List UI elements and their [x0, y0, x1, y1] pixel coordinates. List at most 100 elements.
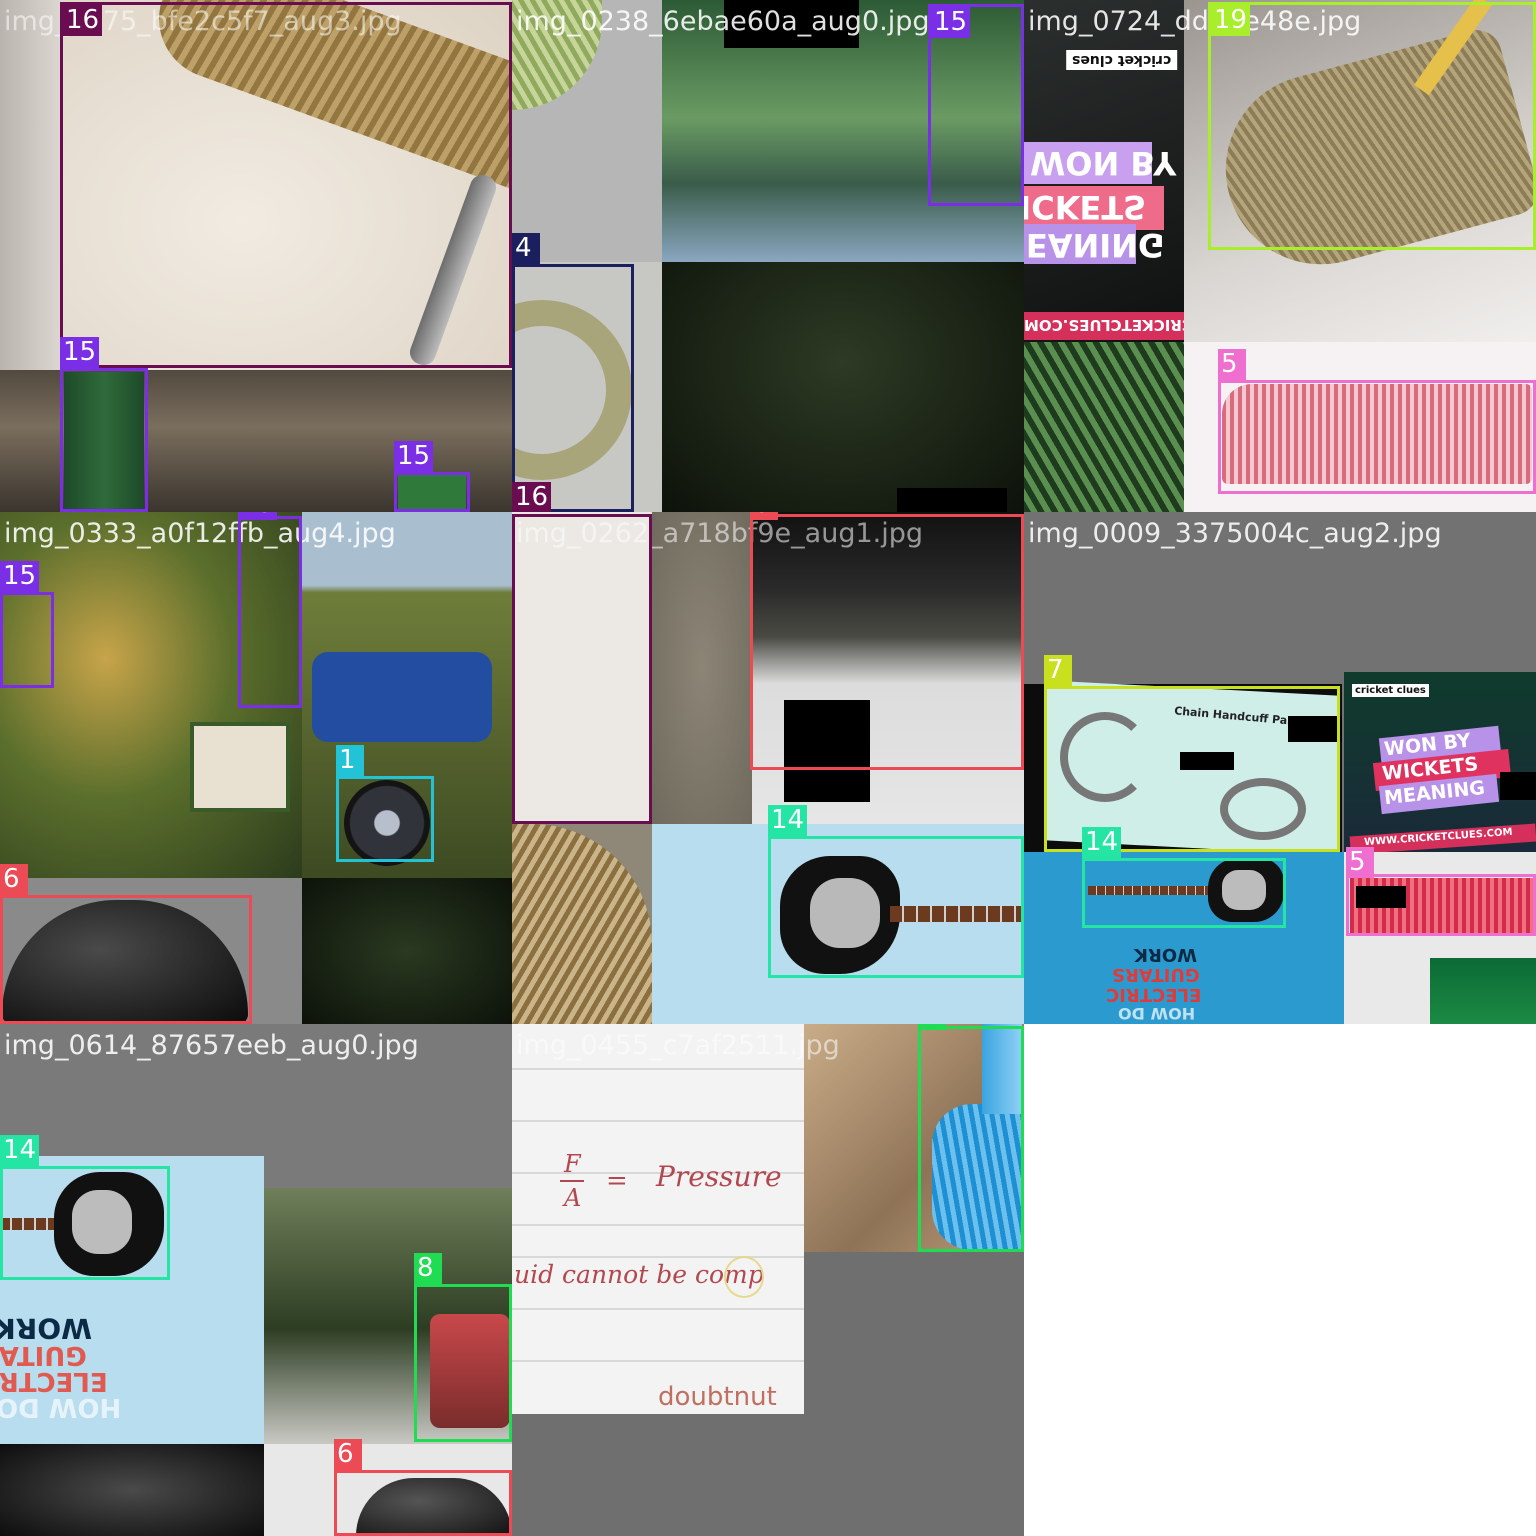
guitar-pickguard [810, 878, 880, 948]
mosaic-tile-1: img_0075_bfe2c5f7_aug3.jpg 16 15 15 [0, 0, 512, 512]
bbox-b10-label: 15 [0, 561, 40, 592]
tile-2-dark-bar [724, 0, 859, 48]
tile-5-paper [512, 512, 652, 824]
bbox-b9: 5 [1218, 349, 1536, 494]
bbox-b1: 16 [60, 2, 512, 368]
bbox-b21-label: 8 [918, 1024, 946, 1030]
tile-4-house [0, 512, 302, 878]
tile-8-highlight-circle [724, 1256, 764, 1298]
bbox-b11: 1 [336, 745, 434, 862]
bbox-b12-label: 6 [0, 864, 28, 895]
bbox-b7-label: 16 [512, 482, 552, 512]
tile-4-filename: img_0333_a0f12ffb_aug4.jpg [4, 518, 396, 549]
tile-3-logo: cricket clues [1066, 50, 1178, 70]
tile-6-cricket-logo: cricket clues [1352, 684, 1429, 697]
bbox-b15-label: 7 [1044, 655, 1072, 686]
tile-8-watermark: doubtnut [658, 1382, 777, 1412]
tile-4-tractor [312, 652, 492, 742]
mosaic-tile-4: img_0333_a0f12ffb_aug4.jpg 15 15 1 6 [0, 512, 512, 1024]
bbox-b8-label: 19 [1211, 5, 1251, 36]
tile-8-filename: img_0455_c7af2511.jpg [516, 1030, 840, 1061]
tile-8-formula-eq: = [606, 1166, 628, 1196]
bbox-b16: 14 [1082, 827, 1286, 928]
tile-4-dark-plant [302, 878, 512, 1024]
bbox-b4: 15 [928, 4, 1024, 206]
tile-3-wickets: WICKETS [1024, 188, 1147, 226]
tile-6-guitar-bg [1024, 852, 1344, 1024]
ruled-line [512, 1068, 804, 1070]
mosaic-empty-cell [1024, 1024, 1536, 1536]
tile-7-vehicle [430, 1314, 510, 1428]
tile-6-filename: img_0009_3375004c_aug2.jpg [1028, 518, 1442, 549]
bbox-b5: 15 [238, 512, 302, 708]
tile-1-bin [64, 372, 144, 510]
tile-3-url-bar [1024, 312, 1184, 340]
tile-5-wall [652, 512, 752, 824]
tile-6-green-board [1430, 958, 1536, 1024]
tile-8-brush-head [982, 1024, 1022, 1114]
bbox-b13-label: 6 [750, 512, 778, 520]
tile-6-cuff-2 [1220, 778, 1306, 840]
bbox-b12: 6 [0, 864, 252, 1024]
ruled-line [512, 1224, 804, 1226]
mosaic-tile-2: img_0238_6ebae60a_aug0.jpg 15 4 16 [512, 0, 1024, 512]
tile-1-bin-small [398, 475, 466, 511]
guitar-neck [0, 1218, 70, 1230]
bbox-b15: 7 [1044, 655, 1340, 852]
tile-7-filename: img_0614_87657eeb_aug0.jpg [4, 1030, 419, 1061]
tile-8-formula-f: F [564, 1150, 581, 1178]
tile-3-banner-3 [1024, 224, 1136, 264]
ruled-line [512, 1360, 804, 1362]
tile-5-black-box [784, 700, 870, 802]
bbox-b10: 15 [0, 561, 54, 688]
bbox-b14-label: 14 [768, 805, 808, 836]
bbox-b18: 14 [0, 1135, 170, 1280]
tile-3-won-by: WON BY [1030, 144, 1177, 182]
tile-3-banner-2 [1024, 186, 1164, 230]
tile-2-black-bar [897, 488, 1007, 512]
tile-8-note-line: uid cannot be comp [514, 1260, 764, 1289]
bbox-b19-label: 8 [414, 1253, 442, 1284]
tile-3-grass [1024, 342, 1184, 512]
guitar-pickguard [1222, 870, 1266, 910]
tile-7-guitar [0, 1172, 164, 1276]
bbox-b3: 15 [394, 441, 470, 512]
bbox-b17: 5 [1346, 847, 1536, 936]
tile-6-electric: ELECTRIC [1106, 984, 1202, 1005]
tile-7-how-do: HOW DO [0, 1392, 122, 1422]
tile-6-how-do: HOW DO [1118, 1004, 1196, 1023]
tile-8-formula-rhs: Pressure [656, 1160, 782, 1193]
mosaic-tile-5: img_0262_a718bf9e_aug1.jpg 6 14 [512, 512, 1024, 1024]
tile-1-left-strip [0, 0, 62, 370]
tile-6-redact-5 [1356, 886, 1406, 908]
ruled-line [512, 1256, 804, 1258]
mosaic-tile-3: cricket clues WON BY WICKETS MEANING WWW… [1024, 0, 1536, 512]
ruled-line [512, 1308, 804, 1310]
tile-8-notebook [512, 1024, 804, 1414]
bbox-b7b [512, 514, 652, 824]
tile-6-redact-1 [1288, 716, 1342, 742]
tile-6-redact-3 [1500, 772, 1536, 800]
bbox-b6: 4 [512, 233, 634, 512]
tile-8-brush [932, 1104, 1022, 1250]
bbox-b5-label: 15 [238, 512, 278, 520]
bbox-b13: 6 [750, 512, 1024, 770]
tile-5-leaf [512, 824, 652, 1024]
bbox-b11-label: 1 [336, 745, 364, 776]
mosaic-tile-6: Chain Handcuff Parts cricket clues WON B… [1024, 512, 1536, 1024]
guitar-neck [890, 906, 1024, 922]
tile-8-fraction-bar [560, 1180, 584, 1182]
tile-3-filename: img_0724_dd03e48e.jpg [1028, 6, 1362, 37]
tile-5-filename: img_0262_a718bf9e_aug1.jpg [516, 518, 924, 549]
tile-4-window [190, 722, 290, 812]
mosaic-tile-7: WORK GUITARS ELECTRIC HOW DO img_0614_87… [0, 1024, 512, 1536]
tile-6-cuff-1 [1060, 712, 1150, 802]
bbox-b17-label: 5 [1346, 847, 1374, 878]
mosaic-tile-8: F A = Pressure uid cannot be comp doubtn… [512, 1024, 1024, 1536]
tile-6-work: WORK [1134, 944, 1197, 965]
bbox-b20: 6 [334, 1439, 512, 1536]
bbox-b9-label: 5 [1218, 349, 1246, 380]
tile-3-comb [1222, 384, 1532, 484]
bbox-b16-label: 14 [1082, 827, 1122, 858]
bbox-b3-label: 15 [394, 441, 434, 472]
